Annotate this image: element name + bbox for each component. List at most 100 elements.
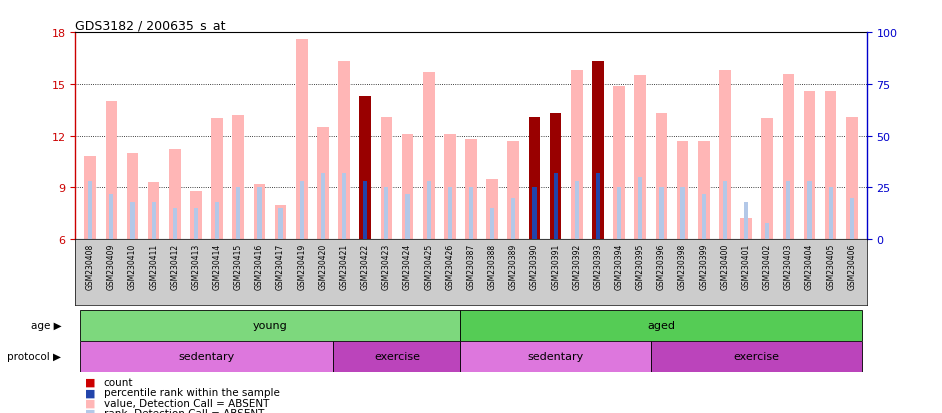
Bar [804, 92, 816, 240]
Bar [617, 188, 621, 240]
Bar [169, 150, 181, 240]
Text: GSM230393: GSM230393 [593, 243, 603, 289]
Text: GSM230392: GSM230392 [573, 243, 581, 289]
Bar [461, 341, 651, 372]
Bar [405, 194, 410, 240]
Bar [651, 341, 863, 372]
Text: GSM230398: GSM230398 [678, 243, 687, 289]
Text: GSM230399: GSM230399 [699, 243, 708, 289]
Text: GSM230424: GSM230424 [403, 243, 412, 289]
Bar [486, 179, 498, 240]
Text: GSM230404: GSM230404 [805, 243, 814, 289]
Bar [575, 182, 579, 240]
Text: GSM230403: GSM230403 [784, 243, 793, 289]
Bar [528, 117, 541, 240]
Bar [106, 102, 117, 240]
Bar [275, 205, 286, 240]
Bar [384, 188, 388, 240]
Text: age ▶: age ▶ [30, 320, 61, 330]
Text: GSM230390: GSM230390 [530, 243, 539, 289]
Text: GSM230416: GSM230416 [255, 243, 264, 289]
Text: exercise: exercise [734, 351, 780, 361]
Text: GSM230409: GSM230409 [106, 243, 116, 289]
Bar [825, 92, 836, 240]
Bar [490, 209, 495, 240]
Text: percentile rank within the sample: percentile rank within the sample [104, 387, 280, 397]
Bar [465, 140, 477, 240]
Text: GSM230414: GSM230414 [213, 243, 221, 289]
Text: ■: ■ [85, 408, 95, 413]
Text: ■: ■ [85, 398, 95, 408]
Bar [363, 182, 367, 240]
Bar [532, 188, 537, 240]
Bar [676, 142, 689, 240]
Bar [338, 62, 349, 240]
Bar [850, 198, 854, 240]
Text: GSM230419: GSM230419 [298, 243, 306, 289]
Bar [512, 198, 515, 240]
Text: GSM230411: GSM230411 [149, 243, 158, 289]
Bar [317, 128, 329, 240]
Text: count: count [104, 377, 133, 387]
Bar [829, 188, 833, 240]
Bar [469, 188, 473, 240]
Text: exercise: exercise [374, 351, 420, 361]
Bar [85, 157, 96, 240]
Text: GSM230395: GSM230395 [636, 243, 644, 289]
Bar [744, 202, 748, 240]
Text: GSM230405: GSM230405 [826, 243, 836, 289]
Bar [333, 341, 461, 372]
Bar [656, 114, 667, 240]
Bar [427, 182, 430, 240]
Bar [194, 209, 198, 240]
Text: ■: ■ [85, 387, 95, 397]
Text: young: young [252, 320, 287, 330]
Bar [109, 194, 113, 240]
Text: GSM230388: GSM230388 [488, 243, 496, 289]
Bar [638, 178, 642, 240]
Bar [593, 62, 604, 240]
Bar [79, 310, 461, 341]
Bar [680, 188, 685, 240]
Bar [719, 71, 731, 240]
Bar [550, 114, 561, 240]
Bar [508, 142, 519, 240]
Text: GSM230410: GSM230410 [128, 243, 137, 289]
Bar [126, 154, 138, 240]
Bar [381, 117, 392, 240]
Bar [253, 185, 266, 240]
Bar [659, 188, 663, 240]
Text: GSM230415: GSM230415 [234, 243, 243, 289]
Bar [88, 182, 92, 240]
Bar [79, 341, 333, 372]
Text: GSM230426: GSM230426 [446, 243, 454, 289]
Text: ■: ■ [85, 377, 95, 387]
Bar [613, 86, 625, 240]
Bar [702, 194, 706, 240]
Bar [447, 188, 452, 240]
Text: value, Detection Call = ABSENT: value, Detection Call = ABSENT [104, 398, 269, 408]
Text: GSM230394: GSM230394 [614, 243, 624, 289]
Bar [807, 182, 812, 240]
Text: GSM230391: GSM230391 [551, 243, 560, 289]
Bar [321, 173, 325, 240]
Bar [257, 188, 262, 240]
Bar [635, 76, 646, 240]
Bar [211, 119, 223, 240]
Text: GSM230421: GSM230421 [339, 243, 349, 289]
Bar [236, 188, 240, 240]
Text: GSM230402: GSM230402 [763, 243, 771, 289]
Bar [190, 191, 202, 240]
Bar [787, 182, 790, 240]
Bar [846, 117, 857, 240]
Bar [401, 135, 414, 240]
Bar [444, 135, 456, 240]
Bar [360, 97, 371, 240]
Text: GSM230423: GSM230423 [382, 243, 391, 289]
Bar [152, 202, 155, 240]
Bar [783, 74, 794, 240]
Text: GDS3182 / 200635_s_at: GDS3182 / 200635_s_at [75, 19, 226, 32]
Bar [461, 310, 863, 341]
Bar [296, 40, 307, 240]
Text: GSM230400: GSM230400 [721, 243, 729, 289]
